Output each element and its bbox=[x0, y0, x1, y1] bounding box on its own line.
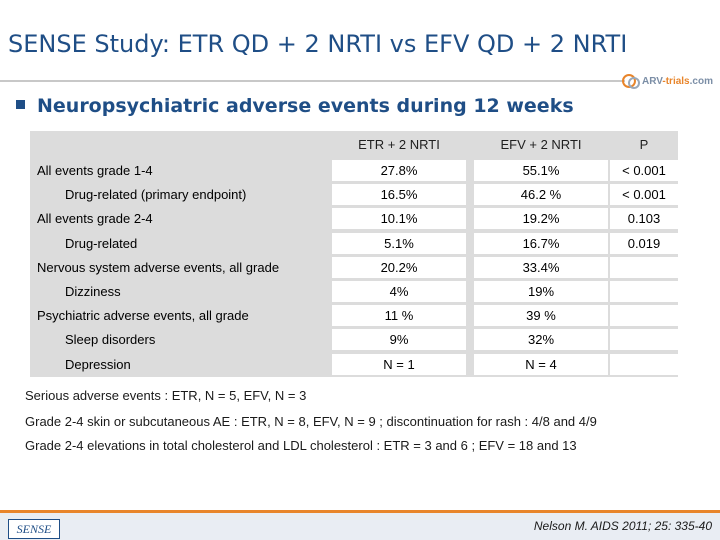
square-bullet-icon bbox=[16, 100, 25, 109]
cell-etr: N = 1 bbox=[332, 354, 466, 375]
cell-p: 0.103 bbox=[610, 208, 678, 229]
row-label: Sleep disorders bbox=[65, 332, 156, 347]
cell-efv: 33.4% bbox=[474, 257, 608, 278]
cell-p bbox=[610, 354, 678, 375]
cell-p bbox=[610, 329, 678, 350]
note-skin-ae: Grade 2-4 skin or subcutaneous AE : ETR,… bbox=[25, 414, 597, 429]
cell-etr: 4% bbox=[332, 281, 466, 302]
cell-etr: 9% bbox=[332, 329, 466, 350]
cell-etr: 20.2% bbox=[332, 257, 466, 278]
cell-etr: 10.1% bbox=[332, 208, 466, 229]
cell-efv: 19.2% bbox=[474, 208, 608, 229]
cell-etr: 27.8% bbox=[332, 160, 466, 181]
cell-etr: 5.1% bbox=[332, 233, 466, 254]
section-heading: Neuropsychiatric adverse events during 1… bbox=[16, 95, 574, 117]
row-label: All events grade 2-4 bbox=[37, 211, 153, 226]
logo-rings-icon bbox=[622, 73, 640, 89]
cell-efv: 19% bbox=[474, 281, 608, 302]
note-cholesterol: Grade 2-4 elevations in total cholestero… bbox=[25, 438, 577, 453]
cell-p bbox=[610, 257, 678, 278]
row-label: Depression bbox=[65, 357, 131, 372]
row-label: Drug-related (primary endpoint) bbox=[65, 187, 247, 202]
column-header-p: P bbox=[610, 131, 678, 158]
footer-divider bbox=[0, 510, 720, 513]
title-divider bbox=[0, 80, 625, 82]
cell-efv: 39 % bbox=[474, 305, 608, 326]
note-serious-ae: Serious adverse events : ETR, N = 5, EFV… bbox=[25, 388, 307, 403]
cell-etr: 11 % bbox=[332, 305, 466, 326]
row-label: All events grade 1-4 bbox=[37, 163, 153, 178]
cell-p bbox=[610, 281, 678, 302]
row-label: Drug-related bbox=[65, 236, 138, 251]
row-label: Nervous system adverse events, all grade bbox=[37, 260, 280, 275]
cell-p: 0.019 bbox=[610, 233, 678, 254]
cell-p bbox=[610, 305, 678, 326]
cell-efv: 46.2 % bbox=[474, 184, 608, 205]
column-header-etr: ETR + 2 NRTI bbox=[332, 131, 466, 158]
citation: Nelson M. AIDS 2011; 25: 335-40 bbox=[533, 519, 712, 533]
cell-p: < 0.001 bbox=[610, 184, 678, 205]
cell-etr: 16.5% bbox=[332, 184, 466, 205]
cell-efv: 16.7% bbox=[474, 233, 608, 254]
row-label: Dizziness bbox=[65, 284, 121, 299]
cell-p: < 0.001 bbox=[610, 160, 678, 181]
cell-efv: 55.1% bbox=[474, 160, 608, 181]
study-tag: SENSE bbox=[8, 519, 60, 539]
footer-bar bbox=[0, 513, 720, 540]
logo-text: ARV-trials.com bbox=[642, 75, 713, 87]
column-header-efv: EFV + 2 NRTI bbox=[474, 131, 608, 158]
row-label: Psychiatric adverse events, all grade bbox=[37, 308, 249, 323]
cell-efv: 32% bbox=[474, 329, 608, 350]
section-heading-text: Neuropsychiatric adverse events during 1… bbox=[37, 95, 574, 117]
arv-trials-logo: ARV-trials.com bbox=[622, 70, 713, 92]
cell-efv: N = 4 bbox=[474, 354, 608, 375]
slide-title: SENSE Study: ETR QD + 2 NRTI vs EFV QD +… bbox=[8, 30, 628, 58]
